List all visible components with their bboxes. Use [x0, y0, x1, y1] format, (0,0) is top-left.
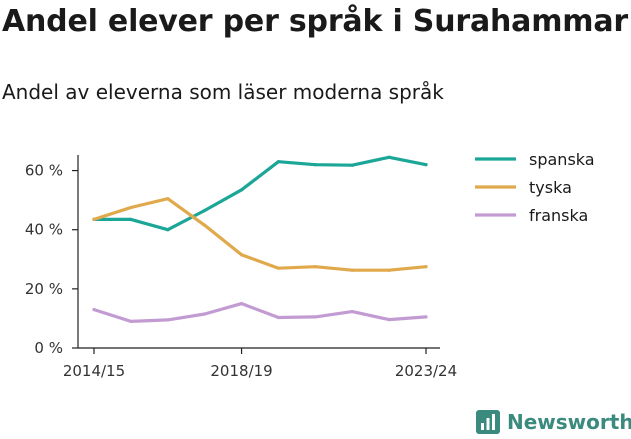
series-line-spanska — [92, 155, 428, 232]
data-point-spanska — [166, 228, 170, 232]
data-point-franska — [313, 315, 317, 319]
data-point-tyska — [129, 205, 133, 210]
y-tick-label: 20 % — [25, 280, 63, 298]
data-point-tyska — [203, 223, 207, 227]
data-point-tyska — [166, 197, 170, 201]
data-point-tyska — [424, 265, 428, 269]
data-point-spanska — [239, 188, 244, 192]
x-tick-label: 2014/15 — [63, 362, 125, 380]
brand-name: Newsworthy — [507, 410, 631, 434]
chart-subtitle: Andel av eleverna som läser moderna språ… — [2, 80, 444, 104]
data-point-tyska — [239, 253, 244, 257]
data-point-spanska — [387, 155, 391, 159]
data-point-spanska — [276, 160, 281, 164]
x-tick-label: 2023/24 — [395, 362, 457, 380]
data-point-spanska — [350, 163, 354, 167]
data-point-franska — [166, 318, 170, 322]
series-line-tyska — [92, 197, 428, 272]
data-point-tyska — [313, 265, 317, 269]
data-point-spanska — [424, 163, 428, 167]
data-point-spanska — [129, 217, 133, 221]
x-tick-label: 2018/19 — [210, 362, 272, 380]
newsworthy-logo: Newsworthy — [476, 407, 631, 437]
data-point-franska — [387, 318, 391, 322]
legend-label-tyska: tyska — [529, 178, 572, 197]
data-point-franska — [424, 315, 428, 319]
series-line-franska — [92, 302, 428, 323]
data-point-franska — [350, 310, 354, 314]
legend-label-franska: franska — [529, 206, 588, 225]
data-point-tyska — [387, 268, 391, 272]
data-point-spanska — [203, 208, 207, 213]
y-tick-label: 60 % — [25, 162, 63, 180]
legend-label-spanska: spanska — [529, 150, 595, 169]
data-point-franska — [92, 307, 96, 312]
data-point-spanska — [313, 163, 317, 167]
y-tick-label: 0 % — [34, 339, 63, 357]
data-point-franska — [203, 312, 207, 316]
y-tick-label: 40 % — [25, 221, 63, 239]
data-point-franska — [276, 315, 281, 320]
data-point-tyska — [92, 217, 96, 221]
chart-title: Andel elever per språk i Surahammar — [2, 4, 628, 39]
data-point-franska — [129, 319, 133, 323]
data-point-franska — [239, 302, 244, 306]
data-point-tyska — [276, 266, 281, 270]
data-point-tyska — [350, 268, 354, 272]
bar-chart-icon — [476, 410, 500, 434]
